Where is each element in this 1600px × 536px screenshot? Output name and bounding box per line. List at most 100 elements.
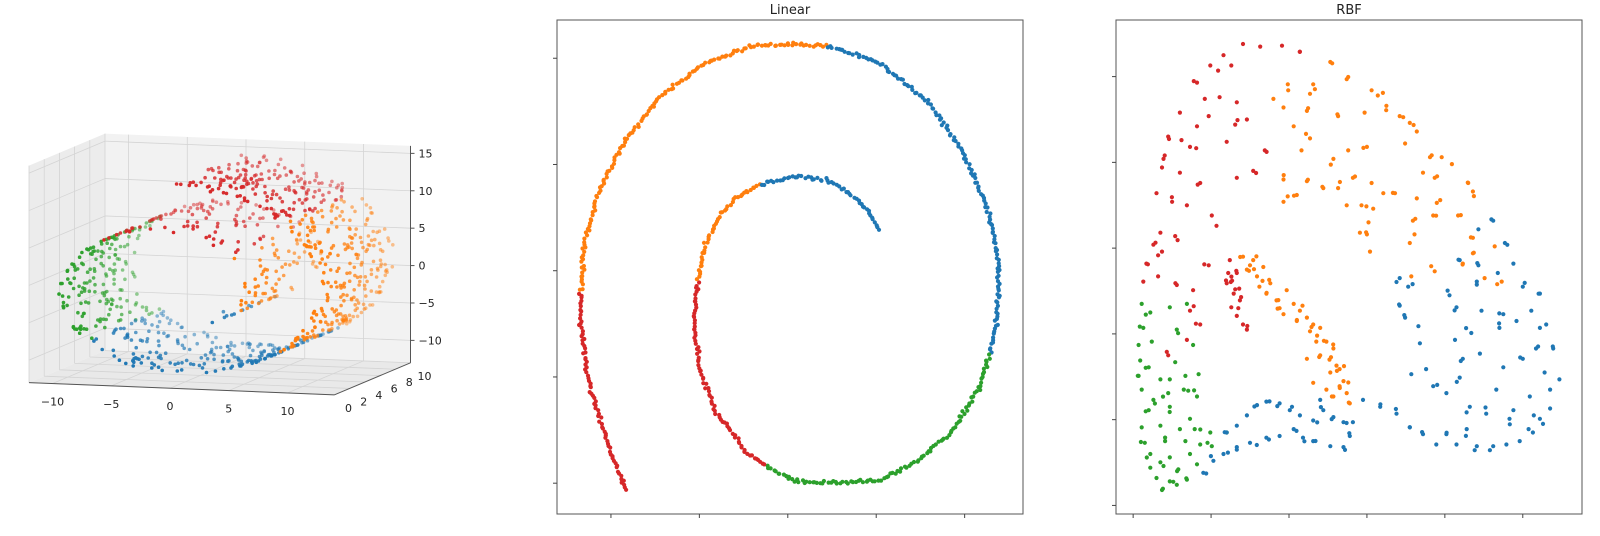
- data-point: [269, 206, 274, 211]
- data-point: [279, 209, 284, 213]
- data-point: [148, 227, 153, 231]
- data-point: [326, 280, 330, 285]
- data-point: [604, 175, 609, 180]
- data-point: [1438, 198, 1443, 203]
- data-point: [188, 362, 193, 366]
- data-point: [185, 219, 190, 224]
- data-point: [353, 308, 358, 313]
- data-point: [334, 216, 338, 221]
- data-point: [312, 228, 317, 233]
- data-point: [293, 191, 298, 195]
- grid-line: [52, 351, 129, 384]
- data-point: [800, 478, 806, 483]
- data-point: [208, 189, 213, 194]
- data-point: [1143, 365, 1148, 370]
- data-point: [243, 281, 247, 286]
- data-point: [156, 339, 161, 343]
- data-point: [258, 204, 262, 209]
- data-point: [369, 289, 374, 293]
- data-point: [1314, 339, 1319, 344]
- data-point: [1507, 422, 1512, 427]
- data-point: [295, 238, 299, 243]
- data-point: [1294, 428, 1299, 433]
- data-point: [247, 290, 251, 295]
- data-point: [101, 317, 106, 322]
- data-point: [104, 317, 108, 322]
- data-point: [1148, 465, 1153, 470]
- data-point: [607, 449, 613, 454]
- data-point: [144, 305, 149, 310]
- data-point: [192, 332, 197, 337]
- data-point: [138, 338, 143, 343]
- data-point: [1366, 220, 1371, 225]
- data-point: [337, 322, 342, 326]
- y-tick-label: 6: [391, 383, 398, 396]
- data-point: [334, 225, 339, 229]
- data-point: [1321, 408, 1326, 413]
- data-point: [969, 395, 974, 400]
- data-point: [340, 189, 344, 193]
- data-point: [1364, 204, 1369, 209]
- data-point: [372, 243, 376, 248]
- data-point: [324, 320, 328, 325]
- data-point: [343, 247, 348, 252]
- data-point: [184, 358, 189, 363]
- data-point: [1206, 114, 1211, 119]
- data-point: [205, 357, 210, 361]
- data-point: [987, 352, 992, 357]
- data-point: [232, 312, 236, 316]
- data-point: [213, 176, 217, 180]
- data-point: [1487, 448, 1492, 453]
- data-point: [232, 355, 237, 359]
- data-point: [1161, 463, 1166, 469]
- data-point: [1158, 230, 1163, 235]
- data-point: [1394, 411, 1399, 416]
- data-point: [273, 216, 277, 220]
- data-point: [699, 372, 704, 377]
- data-point: [1375, 93, 1380, 98]
- data-point: [1233, 287, 1238, 292]
- data-point: [175, 369, 180, 373]
- data-point: [320, 214, 325, 219]
- data-point: [1176, 331, 1181, 336]
- data-point: [270, 343, 275, 348]
- data-point: [77, 284, 81, 289]
- data-point: [335, 206, 339, 210]
- data-point: [112, 262, 117, 266]
- data-point: [1234, 268, 1239, 273]
- data-point: [300, 201, 305, 205]
- data-point: [61, 300, 66, 305]
- data-point: [692, 324, 697, 329]
- plot-frame: [556, 19, 1024, 515]
- data-point: [1258, 44, 1263, 49]
- data-point: [1458, 358, 1463, 364]
- data-point: [379, 290, 383, 294]
- data-point: [696, 355, 701, 360]
- data-point: [1184, 476, 1189, 481]
- data-point: [755, 42, 761, 47]
- data-point: [696, 345, 701, 350]
- data-point: [210, 207, 215, 211]
- data-point: [1548, 406, 1553, 411]
- data-point: [247, 345, 252, 350]
- data-point: [1495, 270, 1500, 276]
- data-point: [697, 366, 702, 371]
- data-point: [265, 206, 269, 211]
- data-point: [171, 210, 176, 215]
- data-point: [104, 301, 109, 306]
- data-point: [302, 243, 307, 247]
- data-point: [1444, 430, 1449, 435]
- data-point: [383, 273, 388, 278]
- data-point: [207, 212, 212, 216]
- data-point: [155, 314, 159, 318]
- data-point: [239, 185, 244, 190]
- data-point: [1484, 411, 1489, 416]
- data-point: [300, 163, 305, 168]
- data-point: [1281, 105, 1286, 110]
- y-tick-label: 10: [418, 370, 432, 383]
- data-point: [232, 256, 237, 261]
- data-point: [1452, 337, 1458, 342]
- data-point: [965, 408, 970, 413]
- data-point: [876, 478, 881, 483]
- data-point: [270, 236, 275, 241]
